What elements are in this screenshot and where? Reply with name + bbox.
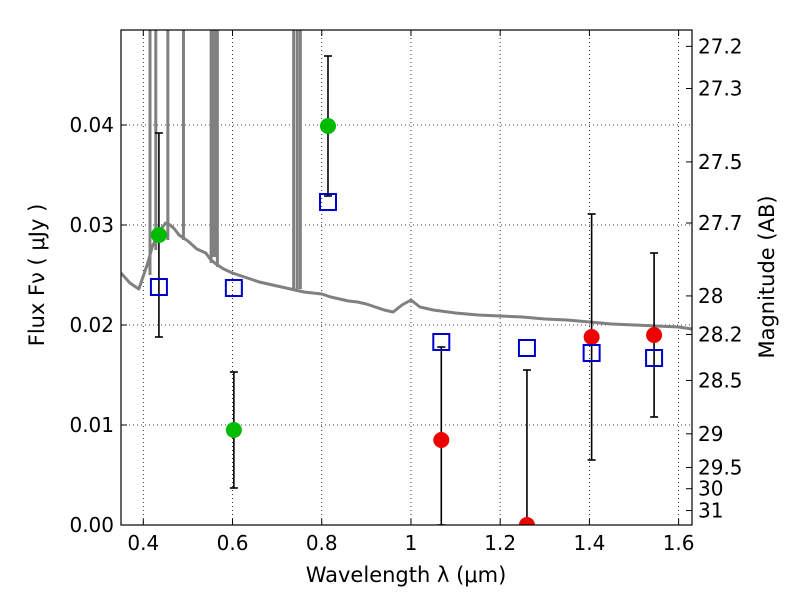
- mag-tick-label: 28: [698, 284, 723, 308]
- mag-tick-label: 30: [698, 477, 723, 501]
- grid: [121, 30, 692, 526]
- observed-flux-point: [646, 327, 663, 343]
- observed-flux-point: [225, 422, 242, 438]
- y-axis-label: Flux Fν ( μJy ): [25, 204, 49, 347]
- mag-tick-label: 31: [698, 499, 723, 523]
- x-tick-label: 1.4: [573, 531, 605, 555]
- mag-tick-label: 27.2: [698, 34, 743, 58]
- mag-tick-label: 27.3: [698, 76, 743, 100]
- mag-tick-label: 28.2: [698, 322, 743, 346]
- mag-tick-label: 29: [698, 422, 723, 446]
- model-photometry-square: [432, 333, 451, 351]
- x-tick-label: 0.4: [127, 531, 159, 555]
- model-photometry-square: [645, 349, 664, 367]
- y-tick-label: 0.02: [69, 313, 114, 337]
- y-tick-label: 0.04: [69, 113, 114, 137]
- x-tick-label: 0.6: [217, 531, 249, 555]
- x-axis-label: Wavelength λ (μm): [306, 563, 507, 587]
- data-layer: [121, 30, 692, 525]
- y-tick-label: 0.01: [69, 413, 114, 437]
- model-photometry-square: [517, 339, 536, 357]
- model-photometry-square: [582, 344, 601, 362]
- x-tick-label: 1.6: [663, 531, 695, 555]
- mag-tick-label: 28.5: [698, 368, 743, 392]
- mag-tick-label: 29.5: [698, 455, 743, 479]
- observed-flux-point: [150, 227, 167, 243]
- model-photometry-square: [149, 278, 168, 296]
- model-photometry-square: [224, 279, 243, 297]
- mag-tick-label: 27.5: [698, 150, 743, 174]
- y-tick-label: 0.00: [69, 513, 114, 537]
- spectrum-line: [121, 221, 692, 331]
- y2-axis-label: Magnitude (AB): [755, 195, 779, 358]
- x-tick-label: 1.2: [484, 531, 516, 555]
- clipped-data: [121, 30, 692, 525]
- x-tick-label: 1: [405, 531, 418, 555]
- observed-flux-point: [319, 118, 336, 134]
- y-tick-label: 0.03: [69, 213, 114, 237]
- observed-flux-point: [433, 432, 450, 448]
- plot-area: [121, 30, 692, 525]
- ticks: 0.4 0.6 0.8 1 1.2 1.4 1.6 0.00 0.01 0.02 0.03 0.04 2…: [69, 30, 743, 555]
- model-photometry-square: [318, 193, 337, 211]
- x-tick-label: 0.8: [306, 531, 338, 555]
- observed-flux-point: [518, 517, 535, 525]
- plot-frame: [120, 29, 693, 526]
- observed-flux-point: [583, 329, 600, 345]
- mag-tick-label: 27.7: [698, 211, 743, 235]
